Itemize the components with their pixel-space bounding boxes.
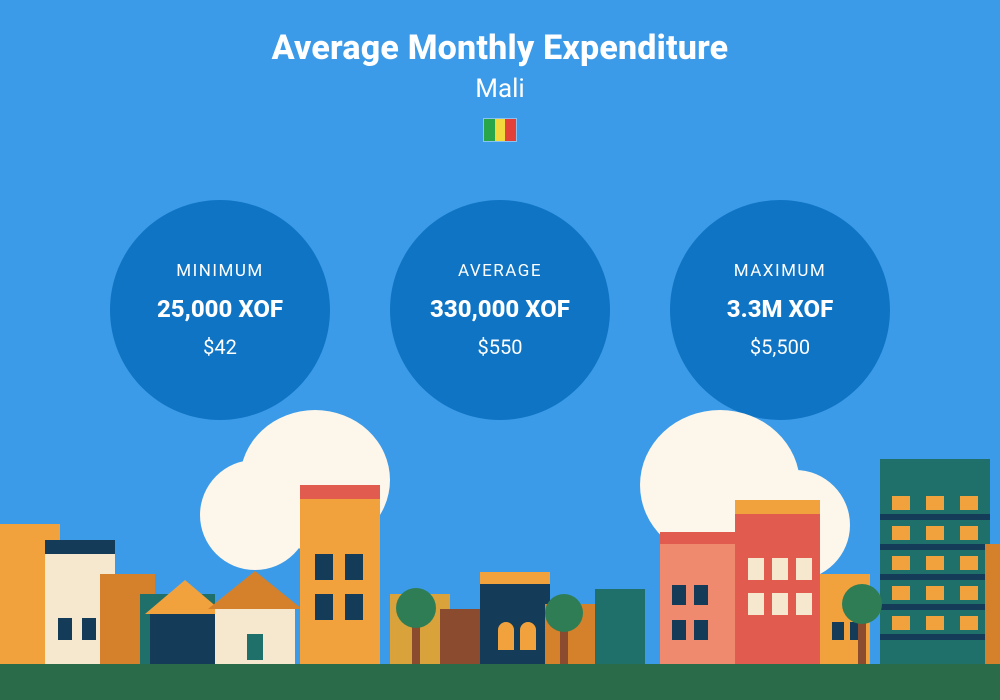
decor-shape: [892, 526, 910, 540]
decor-shape: [595, 589, 645, 664]
decor-shape: [150, 614, 220, 664]
decor-shape: [58, 618, 72, 640]
decor-shape: [345, 594, 363, 620]
decor-shape: [926, 586, 944, 600]
decor-shape: [796, 593, 812, 615]
decor-shape: [748, 593, 764, 615]
decor-shape: [390, 594, 450, 664]
decor-shape: [660, 544, 735, 664]
decor-shape: [560, 628, 568, 664]
decor-shape: [960, 616, 978, 630]
decor-shape: [140, 594, 215, 664]
stat-value: 25,000 XOF: [157, 295, 283, 323]
decor-shape: [735, 500, 820, 514]
decor-shape: [45, 554, 115, 664]
mali-flag-icon: [483, 118, 517, 142]
decor-shape: [208, 571, 302, 609]
decor-shape: [926, 526, 944, 540]
decor-shape: [850, 622, 862, 640]
decor-shape: [300, 499, 380, 664]
decor-shape: [155, 616, 171, 640]
decor-shape: [200, 460, 310, 570]
decor-shape: [480, 584, 550, 664]
decor-shape: [880, 574, 990, 580]
decor-shape: [892, 556, 910, 570]
decor-shape: [796, 558, 812, 580]
decor-shape: [694, 620, 708, 640]
decor-shape: [247, 634, 263, 660]
stat-value: 330,000 XOF: [430, 295, 570, 323]
flag-stripe: [505, 119, 516, 141]
flag-stripe: [484, 119, 495, 141]
infographic-canvas: Average Monthly Expenditure Mali MINIMUM…: [0, 0, 1000, 700]
stat-usd: $42: [203, 335, 237, 359]
stat-usd: $550: [478, 335, 523, 359]
decor-shape: [145, 580, 225, 614]
cityscape-illustration: [0, 440, 1000, 700]
flag-stripe: [495, 119, 506, 141]
decor-shape: [315, 554, 333, 580]
decor-shape: [960, 556, 978, 570]
stat-average: AVERAGE 330,000 XOF $550: [390, 200, 610, 420]
decor-shape: [396, 588, 436, 628]
decor-shape: [345, 554, 363, 580]
decor-shape: [545, 604, 605, 664]
decor-shape: [100, 574, 155, 664]
decor-shape: [832, 622, 844, 640]
decor-shape: [880, 514, 990, 520]
decor-shape: [926, 496, 944, 510]
decor-shape: [640, 410, 800, 560]
decor-shape: [740, 470, 850, 580]
header: Average Monthly Expenditure Mali: [0, 28, 1000, 142]
decor-shape: [858, 620, 866, 664]
stat-label: MINIMUM: [176, 261, 263, 281]
decor-shape: [772, 593, 788, 615]
decor-shape: [926, 556, 944, 570]
ground: [0, 664, 1000, 700]
decor-shape: [240, 410, 390, 550]
decor-shape: [960, 496, 978, 510]
decor-shape: [498, 622, 514, 650]
decor-shape: [772, 558, 788, 580]
decor-shape: [300, 485, 380, 499]
stat-value: 3.3M XOF: [727, 295, 834, 323]
decor-shape: [215, 609, 295, 664]
decor-shape: [412, 624, 420, 664]
decor-shape: [480, 572, 550, 584]
decor-shape: [926, 616, 944, 630]
decor-shape: [672, 585, 686, 605]
stat-label: AVERAGE: [458, 261, 542, 281]
decor-shape: [880, 459, 990, 664]
decor-shape: [960, 586, 978, 600]
page-subtitle: Mali: [0, 74, 1000, 104]
stat-usd: $5,500: [750, 335, 810, 359]
decor-shape: [45, 540, 115, 554]
decor-shape: [960, 526, 978, 540]
stat-maximum: MAXIMUM 3.3M XOF $5,500: [670, 200, 890, 420]
stat-label: MAXIMUM: [734, 261, 827, 281]
decor-shape: [0, 524, 60, 664]
decor-shape: [735, 514, 820, 664]
decor-shape: [545, 594, 583, 632]
decor-shape: [892, 586, 910, 600]
decor-shape: [520, 622, 536, 650]
decor-shape: [315, 594, 333, 620]
decor-shape: [660, 532, 735, 544]
stat-minimum: MINIMUM 25,000 XOF $42: [110, 200, 330, 420]
decor-shape: [820, 574, 870, 664]
decor-shape: [892, 496, 910, 510]
decor-shape: [842, 584, 882, 624]
decor-shape: [892, 616, 910, 630]
page-title: Average Monthly Expenditure: [0, 28, 1000, 68]
decor-shape: [694, 585, 708, 605]
decor-shape: [880, 634, 990, 640]
decor-shape: [880, 604, 990, 610]
decor-shape: [748, 558, 764, 580]
decor-shape: [880, 544, 990, 550]
stats-row: MINIMUM 25,000 XOF $42 AVERAGE 330,000 X…: [0, 200, 1000, 420]
decor-shape: [440, 609, 490, 664]
decor-shape: [985, 544, 1000, 664]
decor-shape: [672, 620, 686, 640]
decor-shape: [82, 618, 96, 640]
